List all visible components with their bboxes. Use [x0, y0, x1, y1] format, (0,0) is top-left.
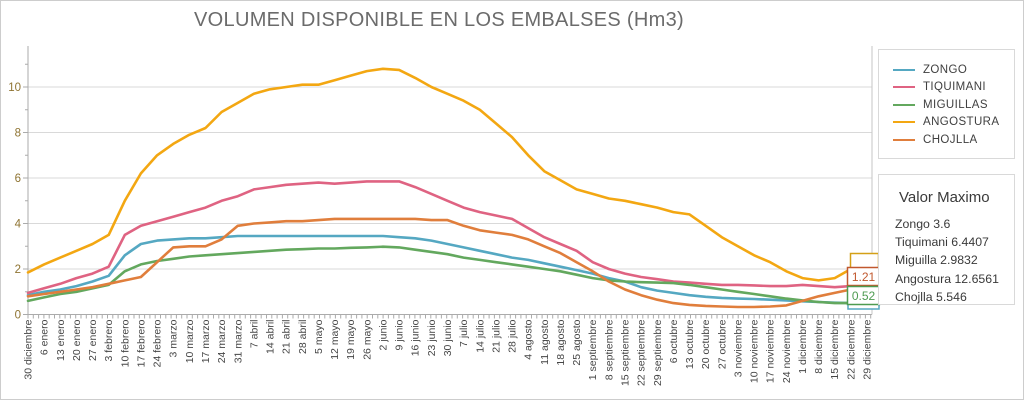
legend-item-label: ANGOSTURA [923, 116, 1000, 129]
x-tick-label: 8 diciembre [813, 319, 825, 373]
legend-swatch-icon [893, 68, 915, 71]
x-tick-label: 6 octubre [668, 319, 680, 363]
x-tick-label: 20 octubre [700, 319, 712, 369]
valor-maximo-entries: Zongo 3.6 Tiquimani 6.4407 Miguilla 2.9832… [895, 215, 1010, 306]
legend-item-tiquimani[interactable]: TIQUIMANI [893, 79, 1010, 97]
x-tick-label: 14 julio [474, 319, 486, 352]
x-tick-label: 1 septiembre [587, 319, 599, 380]
x-tick-label: 2 junio [377, 319, 389, 350]
legend-item-chojlla[interactable]: CHOJLLA [893, 131, 1010, 149]
y-tick-label: 8 [15, 128, 21, 140]
valor-maximo-entry: Miguilla 2.9832 [895, 253, 978, 268]
x-tick-label: 24 febrero [152, 319, 164, 367]
x-tick-label: 15 septiembre [619, 319, 631, 386]
x-tick-label: 29 septiembre [652, 319, 664, 386]
valor-maximo-entry: Zongo 3.6 [895, 217, 951, 231]
x-tick-label: 22 septiembre [636, 319, 648, 386]
x-tick-label: 17 febrero [135, 319, 147, 367]
x-tick-label: 24 noviembre [781, 319, 793, 383]
x-tick-label: 28 julio [507, 319, 519, 352]
legend-swatch-icon [893, 138, 915, 141]
x-tick-label: 30 junio [442, 319, 454, 356]
x-tick-label: 16 junio [410, 319, 422, 356]
series-line-tiquimani[interactable] [26, 180, 869, 295]
x-tick-label: 28 abril [297, 320, 309, 354]
legend-item-label: MIGUILLAS [923, 98, 988, 111]
x-tick-label: 15 diciembre [829, 319, 841, 379]
x-tick-label: 30 diciembre [23, 319, 35, 379]
legend-item-label: TIQUIMANI [923, 81, 987, 94]
x-tick-label: 6 enero [39, 319, 51, 355]
x-tick-label: 20 enero [71, 319, 83, 361]
x-tick-label: 10 marzo [184, 319, 196, 363]
y-tick-label: 4 [15, 219, 22, 231]
legend-swatch-icon [893, 121, 915, 124]
legend-item-zongo[interactable]: ZONGO [893, 61, 1010, 79]
x-tick-label: 26 mayo [361, 319, 373, 359]
x-tick-label: 29 diciembre [862, 319, 874, 379]
x-tick-label: 7 julio [458, 319, 470, 347]
legend-swatch-icon [893, 103, 915, 106]
x-tick-label: 17 noviembre [765, 319, 777, 383]
legend-swatch-icon [893, 86, 915, 89]
x-tick-label: 21 julio [490, 319, 502, 352]
plot-area[interactable] [28, 46, 872, 315]
y-tick-label: 0 [15, 310, 21, 322]
series-line-miguillas[interactable] [26, 245, 869, 305]
x-tick-label: 19 mayo [345, 319, 357, 359]
x-tick-label: 3 febrero [103, 319, 115, 361]
x-tick-label: 23 junio [426, 319, 438, 356]
x-tick-label: 3 noviembre [732, 319, 744, 377]
x-tick-label: 10 febrero [119, 319, 131, 367]
legend[interactable]: ZONGO TIQUIMANI MIGUILLAS ANGOSTURA CHOJLLA [878, 49, 1015, 159]
series-line-angostura[interactable] [26, 67, 869, 282]
y-tick-label: 2 [15, 264, 21, 276]
x-tick-label: 13 octubre [684, 319, 696, 369]
series-line-zongo[interactable] [26, 234, 869, 305]
y-tick-label: 10 [8, 82, 21, 94]
x-tick-label: 5 mayo [313, 319, 325, 354]
valor-maximo-panel[interactable]: Valor Maximo Zongo 3.6 Tiquimani 6.4407 Mi… [878, 174, 1015, 305]
x-tick-label: 31 marzo [232, 319, 244, 363]
y-tick-label: 6 [15, 173, 21, 185]
x-tick-label: 9 junio [394, 319, 406, 350]
x-tick-label: 13 enero [55, 319, 67, 361]
valor-maximo-title: Valor Maximo [899, 189, 990, 206]
y-axis-ticks [23, 63, 28, 315]
end-label-miguillas-value: 0.52 [852, 289, 876, 303]
end-label-chojlla-value: 1.21 [852, 270, 876, 284]
x-tick-label: 27 enero [87, 319, 99, 361]
x-tick-label: 4 agosto [523, 319, 535, 359]
x-tick-label: 14 abril [265, 320, 277, 354]
legend-item-label: CHOJLLA [923, 133, 978, 146]
legend-item-miguillas[interactable]: MIGUILLAS [893, 96, 1010, 114]
valor-maximo-entry: Tiquimani 6.4407 [895, 235, 989, 250]
x-tick-label: 25 agosto [571, 319, 583, 365]
x-tick-label: 7 abril [248, 320, 260, 349]
x-tick-label: 1 diciembre [797, 319, 809, 373]
x-tick-label: 8 septiembre [603, 319, 615, 380]
x-tick-label: 18 agosto [555, 319, 567, 365]
legend-item-label: ZONGO [923, 63, 968, 76]
valor-maximo-entry: Chojlla 5.546 [895, 289, 967, 304]
legend-item-angostura[interactable]: ANGOSTURA [893, 114, 1010, 132]
x-tick-label: 21 abril [281, 320, 293, 354]
valor-maximo-entry: Angostura 12.6561 [895, 271, 999, 286]
x-tick-label: 27 octubre [716, 319, 728, 369]
x-tick-label: 22 diciembre [845, 319, 857, 379]
x-tick-label: 10 noviembre [749, 319, 761, 383]
x-tick-label: 17 marzo [200, 319, 212, 363]
x-axis-ticks [27, 314, 872, 319]
chart-title: VOLUMEN DISPONIBLE EN LOS EMBALSES (Hm3) [194, 9, 684, 31]
x-tick-label: 24 marzo [216, 319, 228, 363]
x-tick-label: 12 mayo [329, 319, 341, 359]
x-tick-label: 3 marzo [168, 319, 180, 357]
x-tick-label: 11 agosto [539, 319, 551, 365]
series-line-chojlla[interactable] [26, 217, 869, 309]
